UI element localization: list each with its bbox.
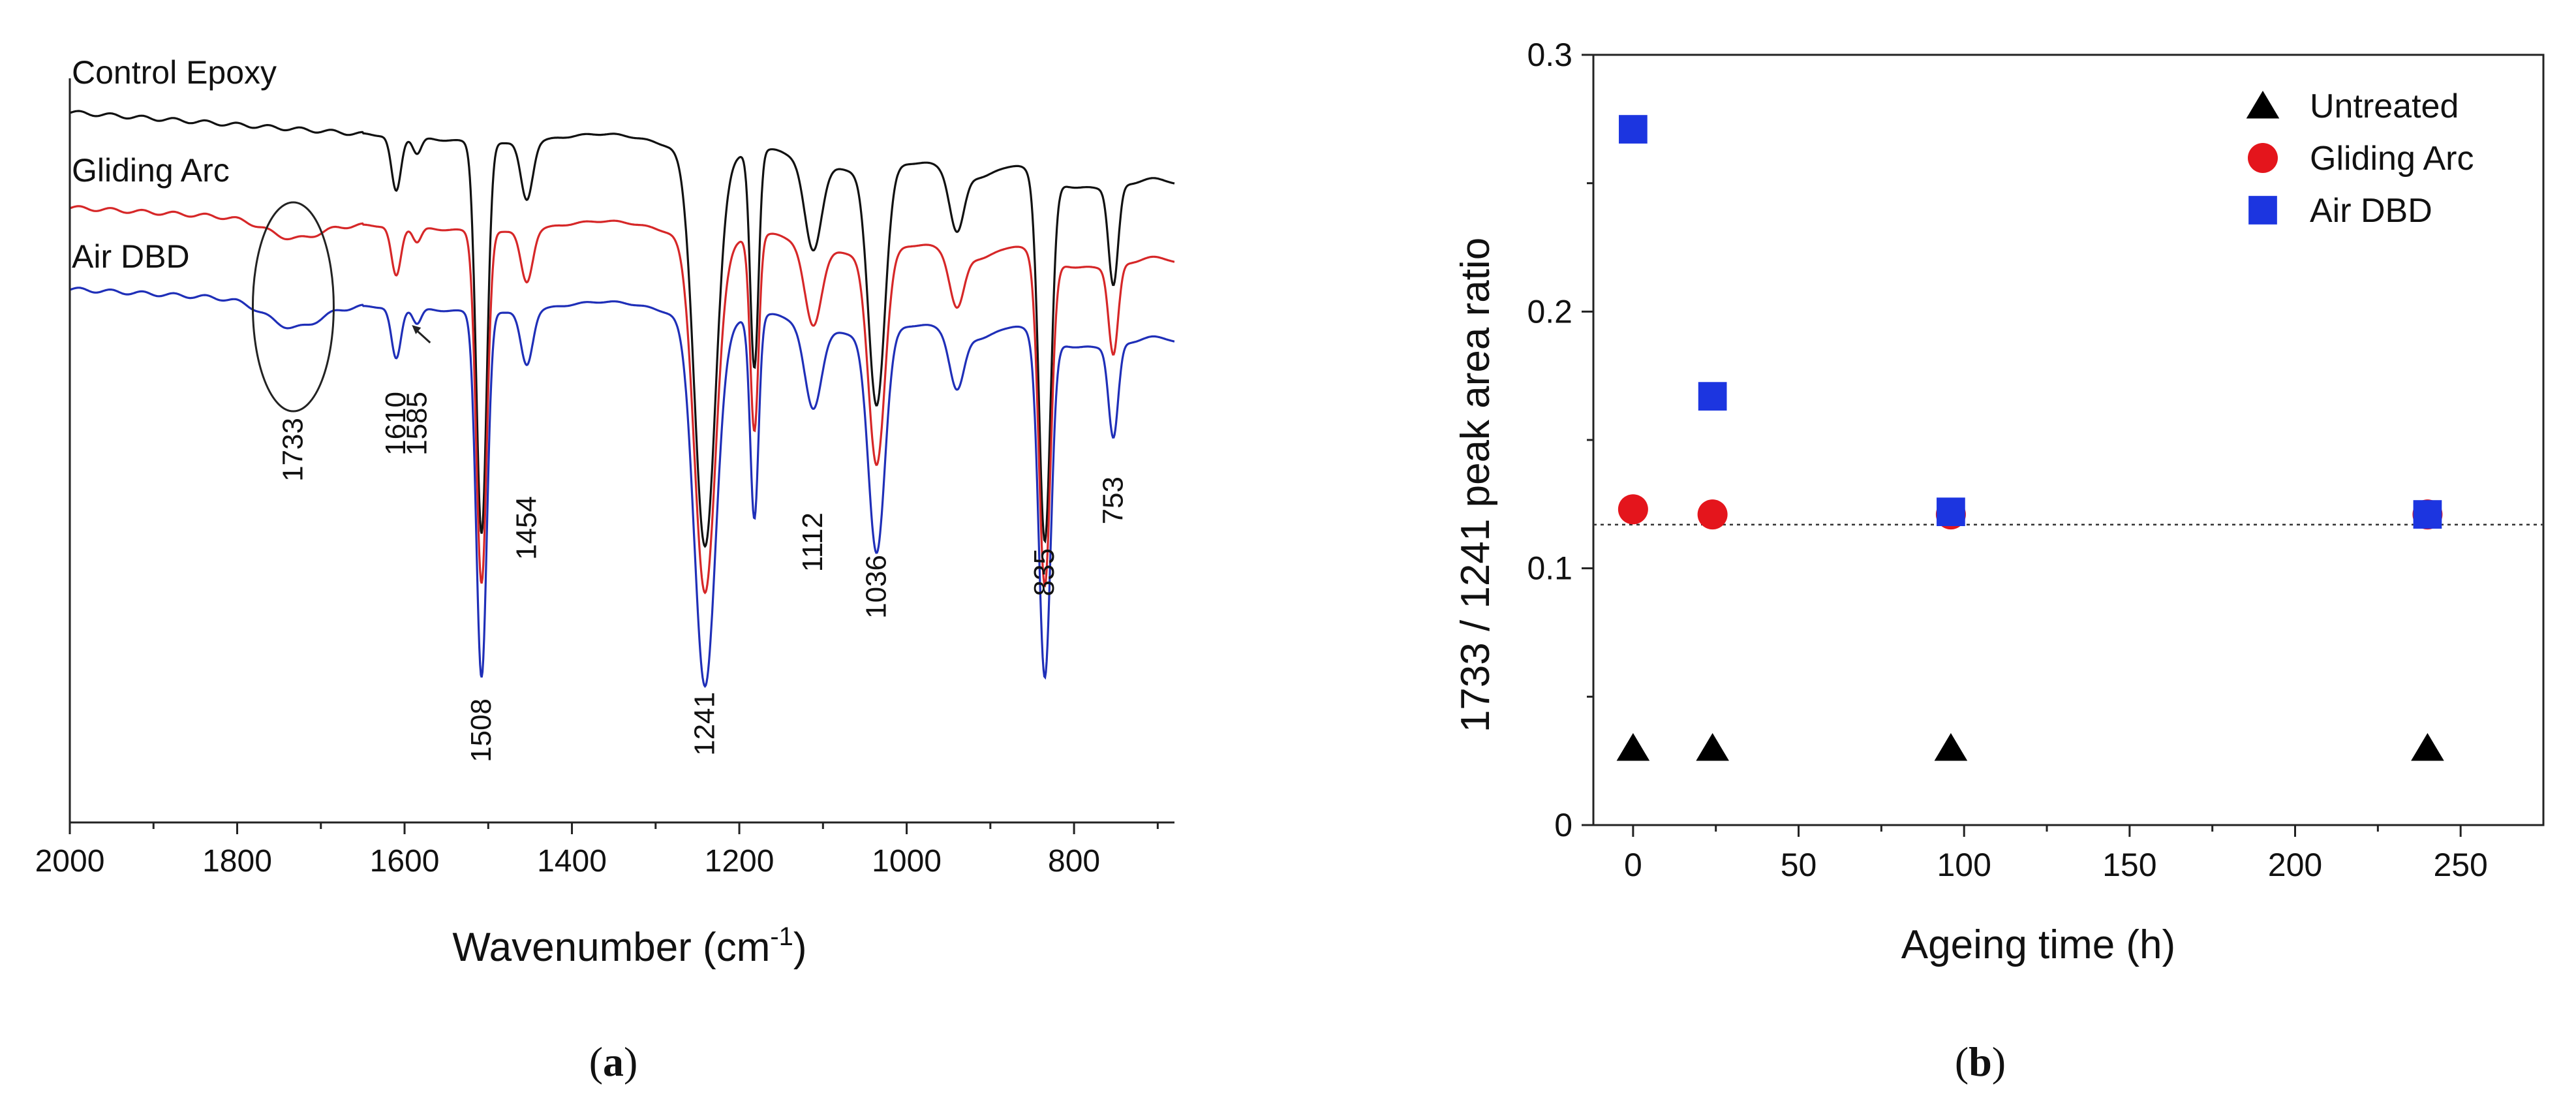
point-untreated-24h xyxy=(1696,733,1729,761)
peak-label-1733: 1733 xyxy=(277,418,309,482)
point-untreated-96h xyxy=(1934,733,1968,761)
y-tick-label-0.2: 0.2 xyxy=(1527,293,1572,330)
panel-b-scatter-chart: 0 50 100 150 200 250 0 0.1 0.2 0.3 Untreated Glidi… xyxy=(1453,37,2545,967)
series-labels: Control Epoxy Gliding Arc Air DBD xyxy=(72,54,277,275)
x-tick-label-100: 100 xyxy=(1937,847,1991,883)
peak-label-1610: 1610 xyxy=(380,392,412,456)
x-axis-label-wavenumber: Wavenumber (cm-1) xyxy=(452,922,806,970)
peak-label-835: 835 xyxy=(1028,548,1060,596)
peak-label-1112: 1112 xyxy=(797,512,829,572)
x-tick-label-200: 200 xyxy=(2268,847,2322,883)
x-tick-label-1600: 1600 xyxy=(370,844,440,879)
x-tick-label-50: 50 xyxy=(1781,847,1817,883)
carbonyl-ellipse-annotation xyxy=(251,201,335,413)
series-label-control-epoxy: Control Epoxy xyxy=(72,54,277,91)
series-label-gliding-arc: Gliding Arc xyxy=(72,152,230,189)
point-untreated-240h xyxy=(2411,733,2444,761)
x-axis-label-ageing-time: Ageing time (h) xyxy=(1901,922,2175,967)
x-tick-label-2000: 2000 xyxy=(35,844,105,879)
peak-label-1585: 1585 xyxy=(401,392,433,456)
point-gliding-arc-0h xyxy=(1618,494,1648,525)
scatter-points xyxy=(1616,115,2444,761)
peak-label-1454: 1454 xyxy=(510,496,542,560)
x-tick-label-150: 150 xyxy=(2102,847,2156,883)
legend-label-untreated: Untreated xyxy=(2310,87,2459,125)
y-axis-label-peak-area-ratio: 1733 / 1241 peak area ratio xyxy=(1453,238,1498,732)
x-tick-label-1200: 1200 xyxy=(705,844,774,879)
y-tick-label-0: 0 xyxy=(1554,807,1572,843)
point-air-dbd-240h xyxy=(2413,500,2442,529)
plot-frame: 0 50 100 150 200 250 0 0.1 0.2 0.3 xyxy=(1527,37,2545,883)
spectrum-line-gliding-arc xyxy=(69,205,1175,595)
legend-label-gliding-arc: Gliding Arc xyxy=(2310,140,2474,178)
arrow-1585-line xyxy=(415,328,431,344)
x-tick-label-1800: 1800 xyxy=(202,844,272,879)
peak-label-1036: 1036 xyxy=(860,555,892,619)
point-air-dbd-96h xyxy=(1937,497,1965,526)
point-untreated-0h xyxy=(1616,733,1650,761)
x-tick-label-250: 250 xyxy=(2433,847,2487,883)
y-tick-label-0.1: 0.1 xyxy=(1527,550,1572,587)
spectrum-line-air-dbd xyxy=(69,287,1175,689)
x-tick-label-1000: 1000 xyxy=(872,844,942,879)
x-axis-spectra: 2000 1800 1600 1400 1200 1000 800 xyxy=(35,78,1174,879)
series-label-air-dbd: Air DBD xyxy=(72,238,190,275)
x-tick-label-800: 800 xyxy=(1048,844,1100,879)
peak-label-1241: 1241 xyxy=(688,692,720,756)
spectra-group xyxy=(69,110,1175,689)
arrow-1585-head xyxy=(412,325,422,334)
y-tick-label-0.3: 0.3 xyxy=(1527,37,1572,73)
peak-label-1508: 1508 xyxy=(465,698,497,762)
x-tick-label-1400: 1400 xyxy=(537,844,607,879)
panel-label-b: (b) xyxy=(1955,1039,2006,1085)
legend-marker-gliding-arc xyxy=(2248,143,2278,173)
point-air-dbd-0h xyxy=(1619,115,1648,144)
point-gliding-arc-24h xyxy=(1697,499,1728,530)
spectrum-line-control-epoxy xyxy=(69,110,1175,548)
peak-label-753: 753 xyxy=(1097,477,1129,524)
carbonyl-ellipse xyxy=(251,201,335,413)
x-tick-label-0: 0 xyxy=(1624,847,1642,883)
legend: Untreated Gliding Arc Air DBD xyxy=(2246,87,2474,230)
point-air-dbd-24h xyxy=(1698,382,1727,411)
legend-marker-air-dbd xyxy=(2248,196,2277,225)
legend-marker-untreated xyxy=(2246,91,2280,119)
panel-label-a: (a) xyxy=(589,1039,638,1085)
legend-label-air-dbd: Air DBD xyxy=(2310,192,2432,230)
